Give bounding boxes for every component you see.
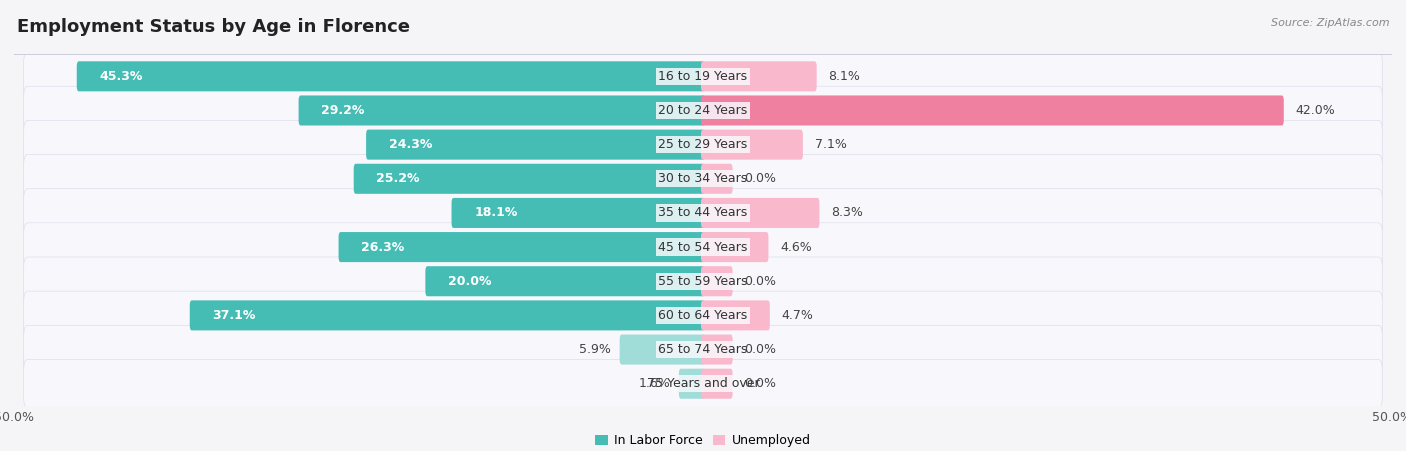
FancyBboxPatch shape <box>24 86 1382 135</box>
FancyBboxPatch shape <box>24 189 1382 237</box>
Text: 35 to 44 Years: 35 to 44 Years <box>658 207 748 220</box>
FancyBboxPatch shape <box>679 368 704 399</box>
Text: 45.3%: 45.3% <box>100 70 143 83</box>
FancyBboxPatch shape <box>24 223 1382 272</box>
FancyBboxPatch shape <box>702 96 1284 125</box>
FancyBboxPatch shape <box>702 232 769 262</box>
FancyBboxPatch shape <box>354 164 704 194</box>
Text: 29.2%: 29.2% <box>322 104 364 117</box>
FancyBboxPatch shape <box>426 266 704 296</box>
Text: 1.6%: 1.6% <box>638 377 669 390</box>
FancyBboxPatch shape <box>24 325 1382 374</box>
FancyBboxPatch shape <box>702 198 820 228</box>
Text: 0.0%: 0.0% <box>744 377 776 390</box>
FancyBboxPatch shape <box>24 257 1382 305</box>
Text: 45 to 54 Years: 45 to 54 Years <box>658 240 748 253</box>
Legend: In Labor Force, Unemployed: In Labor Force, Unemployed <box>591 429 815 451</box>
Text: 26.3%: 26.3% <box>361 240 405 253</box>
FancyBboxPatch shape <box>298 96 704 125</box>
Text: 20 to 24 Years: 20 to 24 Years <box>658 104 748 117</box>
Text: 25.2%: 25.2% <box>377 172 420 185</box>
FancyBboxPatch shape <box>24 291 1382 340</box>
Text: 0.0%: 0.0% <box>744 172 776 185</box>
FancyBboxPatch shape <box>77 61 704 92</box>
FancyBboxPatch shape <box>620 335 704 364</box>
Text: 37.1%: 37.1% <box>212 309 256 322</box>
FancyBboxPatch shape <box>702 164 733 194</box>
Text: 60 to 64 Years: 60 to 64 Years <box>658 309 748 322</box>
FancyBboxPatch shape <box>702 335 733 364</box>
Text: 30 to 34 Years: 30 to 34 Years <box>658 172 748 185</box>
Text: 4.6%: 4.6% <box>780 240 811 253</box>
FancyBboxPatch shape <box>702 300 770 331</box>
Text: 4.7%: 4.7% <box>782 309 814 322</box>
FancyBboxPatch shape <box>339 232 704 262</box>
FancyBboxPatch shape <box>24 52 1382 101</box>
Text: 25 to 29 Years: 25 to 29 Years <box>658 138 748 151</box>
Text: 8.3%: 8.3% <box>831 207 863 220</box>
FancyBboxPatch shape <box>24 359 1382 408</box>
Text: 0.0%: 0.0% <box>744 275 776 288</box>
FancyBboxPatch shape <box>366 129 704 160</box>
Text: 20.0%: 20.0% <box>449 275 492 288</box>
Text: 7.1%: 7.1% <box>814 138 846 151</box>
FancyBboxPatch shape <box>24 120 1382 169</box>
Text: Employment Status by Age in Florence: Employment Status by Age in Florence <box>17 18 411 36</box>
Text: 16 to 19 Years: 16 to 19 Years <box>658 70 748 83</box>
FancyBboxPatch shape <box>702 129 803 160</box>
FancyBboxPatch shape <box>702 61 817 92</box>
Text: 8.1%: 8.1% <box>828 70 860 83</box>
Text: 18.1%: 18.1% <box>474 207 517 220</box>
FancyBboxPatch shape <box>24 155 1382 203</box>
Text: 5.9%: 5.9% <box>579 343 610 356</box>
Text: Source: ZipAtlas.com: Source: ZipAtlas.com <box>1271 18 1389 28</box>
FancyBboxPatch shape <box>702 368 733 399</box>
Text: 24.3%: 24.3% <box>389 138 432 151</box>
Text: 42.0%: 42.0% <box>1295 104 1336 117</box>
Text: 0.0%: 0.0% <box>744 343 776 356</box>
FancyBboxPatch shape <box>451 198 704 228</box>
Text: 65 to 74 Years: 65 to 74 Years <box>658 343 748 356</box>
FancyBboxPatch shape <box>702 266 733 296</box>
FancyBboxPatch shape <box>190 300 704 331</box>
Text: 75 Years and over: 75 Years and over <box>647 377 759 390</box>
Text: 55 to 59 Years: 55 to 59 Years <box>658 275 748 288</box>
